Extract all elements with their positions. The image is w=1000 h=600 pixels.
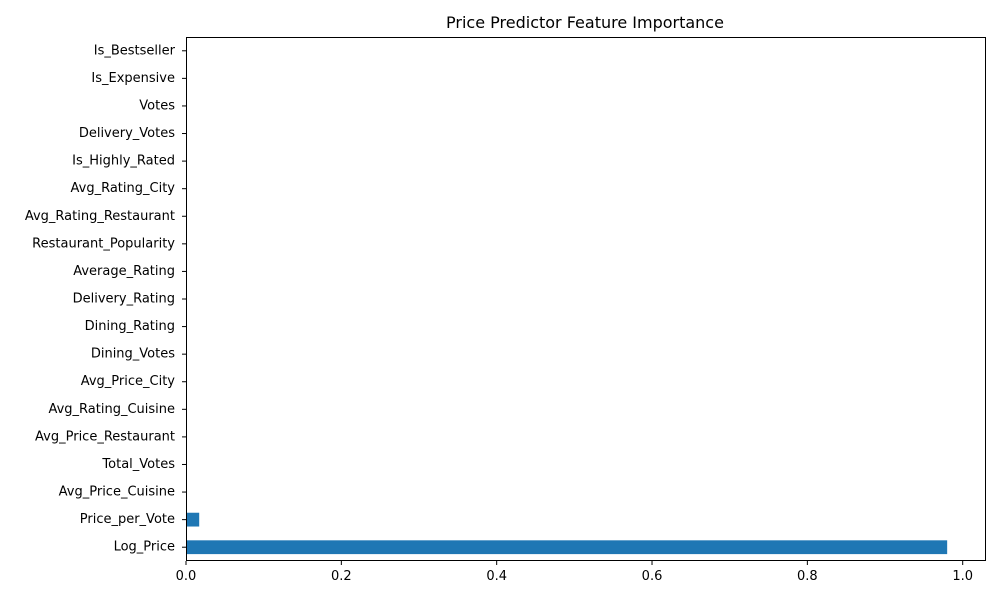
bar-log-price xyxy=(186,540,948,555)
y-tick-label: Avg_Rating_Restaurant xyxy=(25,209,175,224)
y-tick-label: Dining_Votes xyxy=(91,347,175,362)
y-tick-label: Votes xyxy=(139,98,175,113)
y-tick-label: Avg_Price_Restaurant xyxy=(35,429,175,444)
x-tick-label: 0.4 xyxy=(486,569,507,584)
y-tick-label: Is_Highly_Rated xyxy=(72,154,175,169)
x-tick-label: 1.0 xyxy=(952,569,973,584)
y-tick-label: Delivery_Votes xyxy=(79,126,175,141)
bar-price-per-vote xyxy=(186,512,200,527)
y-tick-label: Avg_Rating_Cuisine xyxy=(48,402,175,417)
y-tick-label: Delivery_Rating xyxy=(73,292,175,307)
chart-title: Price Predictor Feature Importance xyxy=(446,13,724,32)
x-tick-label: 0.6 xyxy=(642,569,663,584)
x-tick-label: 0.0 xyxy=(176,569,197,584)
y-tick-label: Is_Bestseller xyxy=(94,43,176,58)
y-tick-label: Avg_Rating_City xyxy=(71,181,176,196)
y-tick-label: Dining_Rating xyxy=(85,319,175,334)
y-tick-label: Price_per_Vote xyxy=(80,512,175,527)
y-tick-label: Total_Votes xyxy=(101,457,175,472)
x-axis-ticks: 0.0 0.2 0.4 0.6 0.8 1.0 xyxy=(176,561,973,584)
x-tick-label: 0.8 xyxy=(797,569,818,584)
y-tick-label: Is_Expensive xyxy=(91,71,175,86)
y-tick-label: Average_Rating xyxy=(73,264,175,279)
plot-frame xyxy=(186,37,986,561)
y-tick-label: Restaurant_Popularity xyxy=(32,236,175,251)
x-tick-label: 0.2 xyxy=(331,569,352,584)
y-tick-label: Avg_Price_City xyxy=(81,374,176,389)
y-tick-label: Log_Price xyxy=(114,540,175,555)
bars-group xyxy=(186,209,948,555)
y-tick-label: Avg_Price_Cuisine xyxy=(59,485,175,500)
y-axis-ticks: Log_Price Price_per_Vote Avg_Price_Cuisine… xyxy=(25,43,186,555)
